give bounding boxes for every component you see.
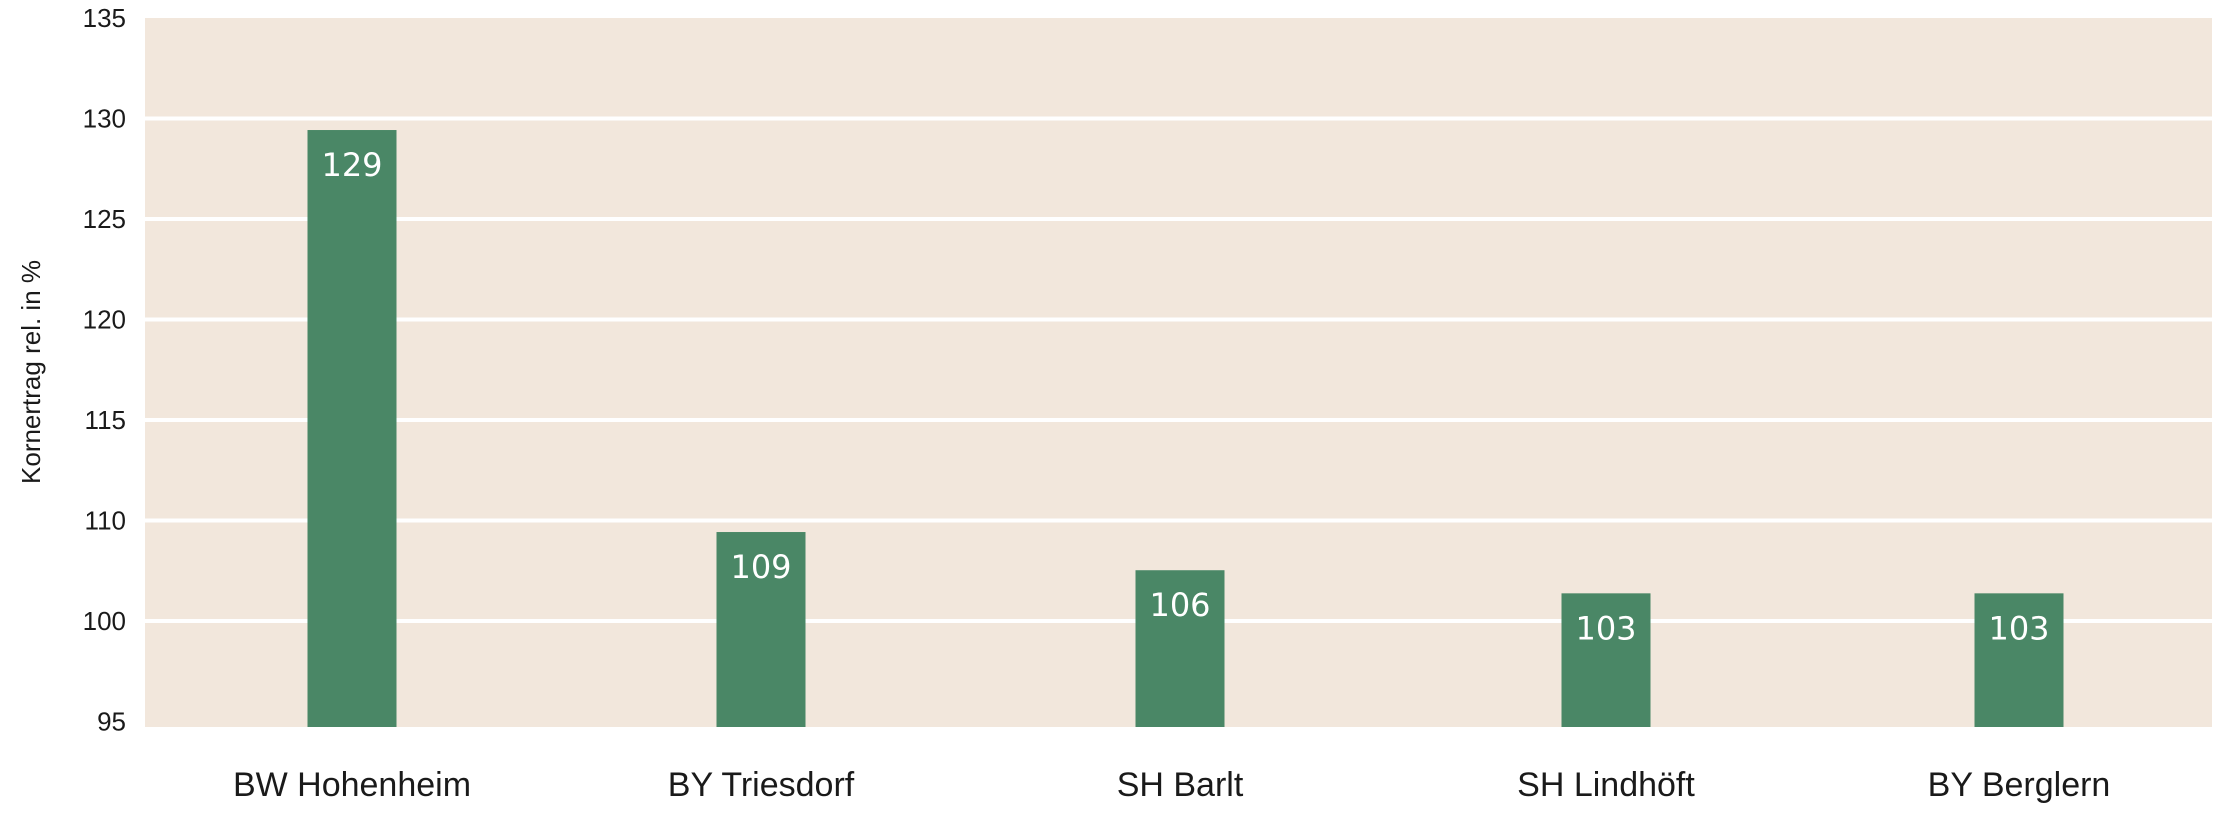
y-tick-label: 115 (85, 405, 126, 435)
bar (1135, 570, 1225, 727)
x-category-label: SH Lindhöft (1517, 766, 1695, 804)
y-tick-label: 100 (83, 606, 126, 636)
y-tick-label: 95 (97, 707, 126, 737)
x-category-label: BW Hohenheim (233, 766, 471, 804)
y-tick-label: 135 (83, 3, 126, 33)
bar-value-label: 103 (1575, 609, 1636, 647)
bar-value-label: 106 (1149, 586, 1210, 624)
bar (1561, 593, 1651, 727)
y-axis-label: Kornertrag rel. in % (16, 260, 46, 484)
y-tick-label: 120 (83, 305, 126, 335)
x-axis-categories: BW Hohenheim BY Triesdorf SH Barlt SH Lindh… (233, 766, 2110, 804)
bar (1974, 593, 2064, 727)
bar-value-label: 103 (1988, 609, 2049, 647)
bars: 129 109 106 103 103 (307, 130, 2064, 727)
x-category-label: BY Triesdorf (668, 766, 855, 804)
y-axis-ticks: 135 130 125 120 115 110 100 95 (83, 3, 126, 737)
y-tick-label: 110 (85, 506, 126, 536)
y-tick-label: 125 (83, 204, 126, 234)
bar (307, 130, 397, 727)
bar (716, 532, 806, 727)
bar-value-label: 129 (321, 146, 382, 184)
x-category-label: BY Berglern (1928, 766, 2111, 804)
x-category-label: SH Barlt (1117, 766, 1244, 804)
y-tick-label: 130 (83, 104, 126, 134)
bar-value-label: 109 (730, 548, 791, 586)
